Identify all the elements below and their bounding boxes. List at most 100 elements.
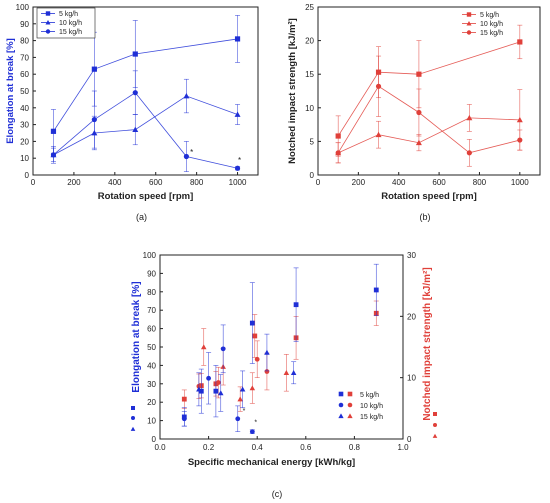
series-line [53, 92, 238, 169]
legend-label: 10 kg/h [480, 21, 503, 28]
data-point [517, 39, 523, 45]
side-marker [130, 426, 136, 431]
legend-marker [466, 12, 472, 17]
y-tick-label: 0 [25, 171, 30, 180]
legend-marker [347, 391, 353, 397]
y-tick-label: 90 [147, 269, 156, 278]
y2-tick-label: 0 [407, 435, 412, 444]
side-marker [433, 423, 437, 427]
data-point [213, 388, 219, 394]
series-circle [50, 70, 241, 172]
data-point [290, 370, 297, 375]
y-tick-label: 25 [305, 3, 314, 12]
y-tick-label: 20 [305, 37, 314, 46]
series-circle [335, 55, 523, 167]
legend-label: 5 kg/h [360, 392, 379, 399]
series-square [335, 24, 523, 157]
side-marker [432, 433, 438, 438]
x-tick-label: 0 [316, 178, 321, 187]
x-axis-label: Specific mechanical energy [kWh/kg] [188, 457, 355, 468]
x-tick-label: 0 [31, 178, 36, 187]
y2-axis-label: Notched impact strength [kJ/m²] [422, 267, 433, 420]
y-tick-label: 30 [20, 121, 29, 130]
legend-marker [466, 30, 472, 35]
data-point [375, 83, 382, 89]
x-tick-label: 200 [352, 178, 366, 187]
data-point [375, 131, 382, 138]
data-point [234, 111, 241, 117]
data-point [183, 153, 190, 160]
y-tick-label: 100 [16, 3, 30, 12]
legend-marker [347, 413, 353, 419]
legend-label: 5 kg/h [59, 11, 78, 18]
plot-frame [159, 254, 404, 440]
y-axis-label: Elongation at break [%] [5, 38, 16, 144]
data-point [264, 349, 270, 355]
legend-label: 5 kg/h [480, 12, 499, 19]
x-tick-label: 0.8 [349, 443, 361, 452]
data-point [335, 150, 341, 156]
x-tick-label: 1.0 [397, 443, 409, 452]
data-point [132, 90, 138, 96]
x-tick-label: 600 [432, 178, 446, 187]
series-triangle [335, 89, 523, 164]
y-tick-label: 30 [147, 380, 156, 389]
y2-tick-label: 10 [407, 374, 416, 383]
y-tick-label: 60 [147, 325, 156, 334]
x-tick-label: 800 [190, 178, 204, 187]
data-point [239, 386, 246, 392]
legend-label: 10 kg/h [59, 20, 82, 27]
data-point [200, 344, 207, 350]
data-point [416, 109, 422, 116]
y-tick-label: 40 [20, 104, 29, 113]
data-point [91, 116, 97, 123]
data-point [132, 51, 138, 57]
y-tick-label: 15 [305, 70, 314, 79]
y-axis-label: Elongation at break [%] [131, 281, 142, 392]
y-tick-label: 70 [147, 306, 156, 315]
y-tick-label: 20 [20, 137, 29, 146]
x-axis-label: Rotation speed [rpm] [98, 191, 194, 202]
y-tick-label: 60 [20, 70, 29, 79]
x-tick-label: 400 [108, 178, 122, 187]
legend: 5 kg/h 10 kg/h 15 kg/h [36, 7, 96, 39]
y-tick-label: 5 [310, 137, 315, 146]
legend-marker [45, 29, 51, 34]
x-axis-label: Rotation speed [rpm] [381, 191, 477, 202]
y-tick-label: 90 [20, 20, 29, 29]
y-axis-label: Notched impact strength [kJ/m²] [287, 18, 298, 164]
plot-frame [317, 6, 541, 176]
annotation-asterisk: * [254, 419, 257, 426]
data-point [50, 152, 57, 158]
data-point [335, 133, 341, 139]
y-tick-label: 10 [20, 154, 29, 163]
series-line [337, 85, 520, 154]
data-point [91, 66, 97, 72]
x-tick-label: 600 [149, 178, 163, 187]
y-tick-label: 20 [147, 398, 156, 407]
y-tick-label: 40 [147, 361, 156, 370]
data-point [235, 416, 241, 422]
data-point [217, 390, 224, 396]
data-point [132, 126, 139, 133]
chart-panel-c: 0.0 0.2 0.4 0.6 0.8 1.00102030405060708090100… [130, 251, 438, 499]
data-point [264, 369, 270, 374]
x-tick-label: 1000 [229, 178, 247, 187]
data-point [181, 416, 187, 422]
data-point [249, 320, 255, 326]
legend-marker [347, 402, 353, 408]
side-marker [131, 406, 135, 410]
data-point [252, 333, 258, 339]
x-tick-label: 0.0 [154, 443, 166, 452]
data-point [249, 385, 256, 391]
y-tick-label: 80 [147, 288, 156, 297]
chart-panel-a: 0 200 400 600 800 1000 0 10 20 30 40 50 60 70 80 90 100 5… [5, 3, 259, 222]
legend: 5 kg/h 10 kg/h 15 kg/h [338, 391, 383, 421]
annotation-asterisk: * [243, 408, 246, 415]
data-point [254, 356, 260, 362]
data-point [416, 71, 422, 77]
y-tick-label: 10 [305, 104, 314, 113]
legend-label: 10 kg/h [360, 403, 383, 410]
data-point [415, 139, 422, 146]
